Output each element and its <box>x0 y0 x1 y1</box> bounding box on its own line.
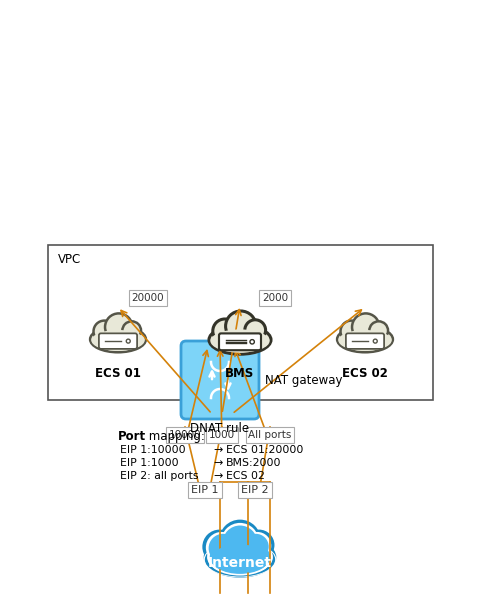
Text: →: → <box>213 445 222 455</box>
Ellipse shape <box>210 545 269 573</box>
Circle shape <box>222 526 257 561</box>
Text: Internet: Internet <box>207 556 271 570</box>
Text: ECS 02: ECS 02 <box>226 471 264 481</box>
FancyBboxPatch shape <box>218 334 261 350</box>
Text: EIP 1:10000: EIP 1:10000 <box>120 445 185 455</box>
Ellipse shape <box>336 326 392 353</box>
Text: ECS 01: ECS 01 <box>95 367 141 380</box>
Text: DNAT rule: DNAT rule <box>190 422 249 435</box>
Circle shape <box>221 523 258 561</box>
Text: EIP 1:1000: EIP 1:1000 <box>120 458 178 468</box>
Circle shape <box>201 529 236 564</box>
Text: NAT gateway: NAT gateway <box>264 373 342 387</box>
Circle shape <box>243 532 271 560</box>
Circle shape <box>243 529 274 561</box>
FancyBboxPatch shape <box>345 334 384 349</box>
Ellipse shape <box>204 542 275 577</box>
Ellipse shape <box>202 536 277 578</box>
Circle shape <box>202 529 236 564</box>
Circle shape <box>243 529 275 561</box>
Text: Port: Port <box>118 430 146 443</box>
Circle shape <box>369 321 387 340</box>
Text: EIP 1: EIP 1 <box>191 485 218 495</box>
Circle shape <box>340 321 361 342</box>
Bar <box>48 245 432 400</box>
Text: 2000: 2000 <box>262 293 288 303</box>
Circle shape <box>208 534 237 562</box>
Text: All ports: All ports <box>248 430 291 440</box>
Circle shape <box>93 321 115 342</box>
Circle shape <box>242 534 268 559</box>
Circle shape <box>205 532 237 563</box>
Circle shape <box>218 518 261 562</box>
Text: 20000: 20000 <box>132 293 164 303</box>
Ellipse shape <box>209 540 270 574</box>
Text: ECS 02: ECS 02 <box>341 367 387 380</box>
Ellipse shape <box>210 329 269 353</box>
Ellipse shape <box>203 542 276 577</box>
Text: ECS 01:20000: ECS 01:20000 <box>226 445 303 455</box>
Text: 1000: 1000 <box>208 430 235 440</box>
Circle shape <box>225 311 255 341</box>
FancyBboxPatch shape <box>180 341 258 419</box>
Text: BMS:2000: BMS:2000 <box>226 458 281 468</box>
Ellipse shape <box>91 330 144 351</box>
Text: EIP 2: EIP 2 <box>240 485 268 495</box>
Ellipse shape <box>90 326 145 353</box>
Circle shape <box>351 313 379 341</box>
Ellipse shape <box>207 539 272 575</box>
Ellipse shape <box>209 326 270 354</box>
Circle shape <box>105 313 132 341</box>
Text: BMS: BMS <box>225 367 254 380</box>
Text: EIP 2: all ports: EIP 2: all ports <box>120 471 198 481</box>
Text: VPC: VPC <box>58 253 81 266</box>
Text: 10000: 10000 <box>168 430 201 440</box>
Circle shape <box>212 319 236 343</box>
Ellipse shape <box>204 537 276 578</box>
Text: mapping:: mapping: <box>144 430 204 443</box>
Text: →: → <box>213 471 222 481</box>
FancyBboxPatch shape <box>99 334 137 349</box>
Circle shape <box>219 520 260 561</box>
Ellipse shape <box>208 543 271 575</box>
Circle shape <box>244 320 265 341</box>
Circle shape <box>122 321 141 340</box>
Ellipse shape <box>337 330 391 351</box>
Text: →: → <box>213 458 222 468</box>
